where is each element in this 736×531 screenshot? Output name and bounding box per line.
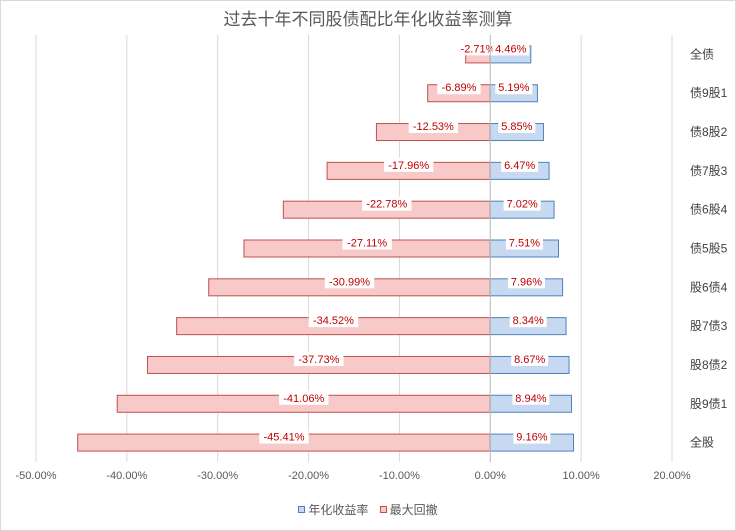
data-label-return: 4.46% — [495, 43, 526, 55]
category-label: 债7股3 — [690, 164, 728, 178]
x-tick-label: -30.00% — [197, 470, 238, 482]
data-label-bg — [294, 351, 344, 366]
data-label-return: 5.85% — [501, 121, 532, 133]
data-label-drawdown: -34.52% — [313, 315, 354, 327]
x-tick-label: -10.00% — [379, 470, 420, 482]
data-label-return: 7.51% — [509, 238, 540, 250]
data-label-bg — [495, 80, 533, 95]
legend-item-return: 年化收益率 — [298, 501, 368, 518]
data-label-drawdown: -30.99% — [329, 276, 370, 288]
data-label-bg — [408, 119, 459, 134]
category-label: 股6债4 — [690, 280, 728, 294]
data-label-bg — [503, 196, 541, 211]
data-label-drawdown: -22.78% — [366, 199, 407, 211]
data-label-drawdown: -12.53% — [413, 121, 454, 133]
data-label-bg — [383, 157, 434, 172]
category-label: 债6股4 — [690, 203, 728, 217]
data-label-bg — [505, 235, 543, 250]
data-label-bg — [511, 351, 549, 366]
data-label-bg — [513, 429, 551, 444]
data-label-bg — [342, 235, 392, 250]
category-label: 股8债2 — [690, 358, 728, 372]
data-label-bg — [507, 274, 545, 289]
data-label-return: 6.47% — [504, 160, 535, 172]
data-label-bg — [456, 41, 500, 56]
legend-swatch-drawdown — [379, 506, 387, 513]
data-label-drawdown: -37.73% — [298, 354, 339, 366]
x-tick-label: -50.00% — [16, 470, 57, 482]
data-label-drawdown: -17.96% — [388, 160, 429, 172]
data-label-drawdown: -27.11% — [347, 238, 387, 250]
chart-legend: 年化收益率 最大回撤 — [0, 501, 736, 518]
data-label-bg — [492, 41, 530, 56]
x-tick-label: 0.00% — [475, 470, 506, 482]
x-tick-label: 20.00% — [653, 470, 691, 482]
category-label: 债5股5 — [690, 242, 728, 256]
data-label-drawdown: -2.71% — [461, 43, 496, 55]
category-label: 股7债3 — [690, 319, 728, 333]
data-label-return: 5.19% — [498, 82, 529, 94]
data-label-bg — [437, 80, 481, 95]
category-label: 全股 — [690, 435, 714, 450]
legend-label-return: 年化收益率 — [308, 503, 369, 517]
data-label-drawdown: -45.41% — [264, 432, 305, 444]
data-label-bg — [362, 196, 412, 211]
x-tick-label: 10.00% — [562, 470, 600, 482]
legend-swatch-return — [298, 506, 306, 513]
data-label-return: 7.96% — [511, 276, 542, 288]
x-tick-label: -40.00% — [106, 470, 147, 482]
data-label-drawdown: -6.89% — [442, 82, 477, 94]
data-label-return: 7.02% — [507, 199, 538, 211]
chart-title: 过去十年不同股债配比年化收益率测算 — [223, 10, 513, 30]
category-label: 债8股2 — [690, 125, 728, 139]
data-label-bg — [512, 390, 550, 405]
data-label-bg — [509, 313, 547, 328]
data-label-bg — [324, 274, 375, 289]
x-tick-label: -20.00% — [288, 470, 329, 482]
legend-item-drawdown: 最大回撤 — [379, 501, 438, 518]
data-label-bg — [308, 313, 359, 328]
data-label-return: 8.67% — [514, 354, 545, 366]
data-label-bg — [279, 390, 329, 405]
category-label: 股9债1 — [690, 397, 728, 411]
data-label-return: 8.94% — [515, 393, 546, 405]
data-label-return: 8.34% — [513, 315, 544, 327]
legend-label-drawdown: 最大回撤 — [389, 503, 438, 517]
category-label: 债9股1 — [690, 86, 728, 100]
data-label-return: 9.16% — [516, 432, 547, 444]
data-label-bg — [259, 429, 309, 444]
data-label-bg — [498, 119, 536, 134]
data-label-drawdown: -41.06% — [283, 393, 324, 405]
category-label: 全债 — [690, 46, 714, 61]
data-label-bg — [501, 157, 539, 172]
